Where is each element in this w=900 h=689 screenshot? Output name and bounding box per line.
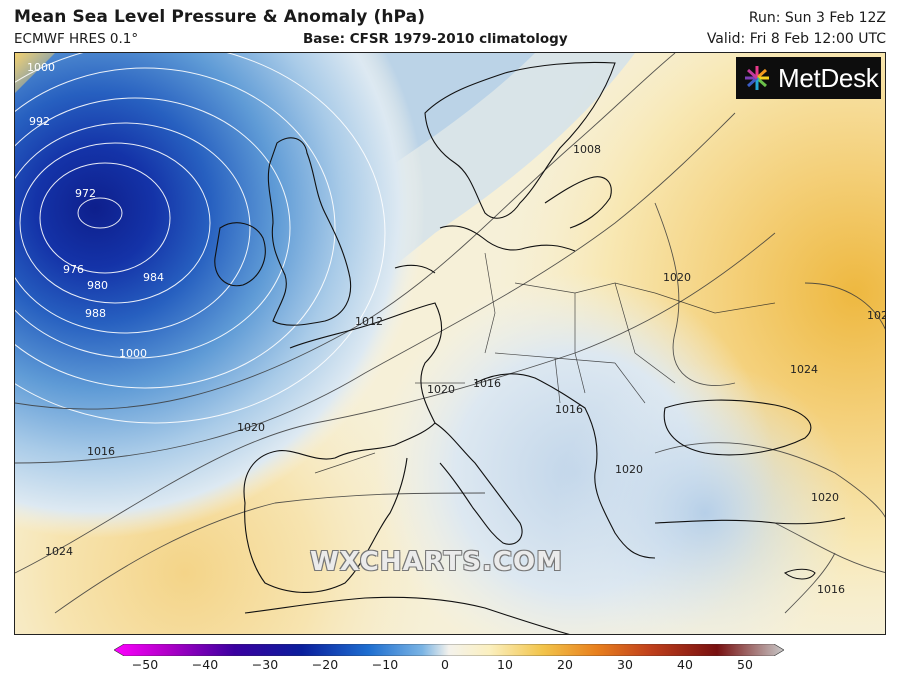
isobar-label: 1024	[45, 545, 73, 558]
isobar-label: 972	[75, 187, 96, 200]
colorbar-tick: 0	[441, 657, 449, 672]
isobar-labels: 1008 1016 1012 1016 1020 1020 1024 1020 …	[45, 143, 886, 596]
colorbar-ticks: −50 −40 −30 −20 −10 0 10 20 30 40 50	[0, 657, 900, 677]
colorbar-tick: 20	[557, 657, 573, 672]
isobar-label: 988	[85, 307, 106, 320]
chart-title: Mean Sea Level Pressure & Anomaly (hPa)	[14, 7, 426, 27]
wxcharts-watermark: WXCHARTS.COM	[310, 547, 564, 577]
run-time-label: Run: Sun 3 Feb 12Z	[748, 10, 886, 26]
isobar-label: 1016	[473, 377, 501, 390]
isobar-label: 1000	[119, 347, 147, 360]
colorbar	[114, 644, 784, 656]
isobar-label: 1020	[663, 271, 691, 284]
model-label: ECMWF HRES 0.1°	[14, 31, 139, 47]
low-isobar-labels: 1000 992 972 976 980 984 988 1000	[27, 61, 164, 360]
isobar-label: 1016	[817, 583, 845, 596]
metdesk-logo-text: MetDesk	[778, 62, 879, 93]
colorbar-tick: −20	[311, 657, 339, 672]
isobar-label: 1020	[427, 383, 455, 396]
metdesk-logo-icon	[745, 66, 769, 90]
valid-time-label: Valid: Fri 8 Feb 12:00 UTC	[706, 31, 886, 47]
isobar-label: 984	[143, 271, 164, 284]
isobar-label: 992	[29, 115, 50, 128]
isobar-label: 1028	[867, 309, 886, 322]
metdesk-logo: MetDesk	[736, 57, 881, 99]
colorbar-tick: −30	[251, 657, 279, 672]
colorbar-tick: 10	[497, 657, 513, 672]
map-canvas: 1000 992 972 976 980 984 988 1000 1008 1…	[15, 53, 886, 634]
colorbar-tick: −10	[371, 657, 399, 672]
colorbar-tick: 40	[677, 657, 693, 672]
colorbar-tick: −40	[191, 657, 219, 672]
isobar-label: 1000	[27, 61, 55, 74]
colorbar-tick: −50	[131, 657, 159, 672]
isobar-label: 1008	[573, 143, 601, 156]
isobar-label: 1016	[555, 403, 583, 416]
isobar-label: 1012	[355, 315, 383, 328]
isobar-label: 1024	[790, 363, 818, 376]
isobar-label: 1020	[811, 491, 839, 504]
chart-header: Mean Sea Level Pressure & Anomaly (hPa) …	[0, 0, 900, 52]
isobar-label: 1016	[87, 445, 115, 458]
isobar-label: 976	[63, 263, 84, 276]
base-climatology-label: Base: CFSR 1979-2010 climatology	[303, 31, 568, 47]
isobar-label: 1020	[237, 421, 265, 434]
isobar-label: 1020	[615, 463, 643, 476]
colorbar-tick: 50	[737, 657, 753, 672]
isobar-label: 980	[87, 279, 108, 292]
colorbar-tick: 30	[617, 657, 633, 672]
pressure-anomaly-map: 1000 992 972 976 980 984 988 1000 1008 1…	[14, 52, 886, 635]
